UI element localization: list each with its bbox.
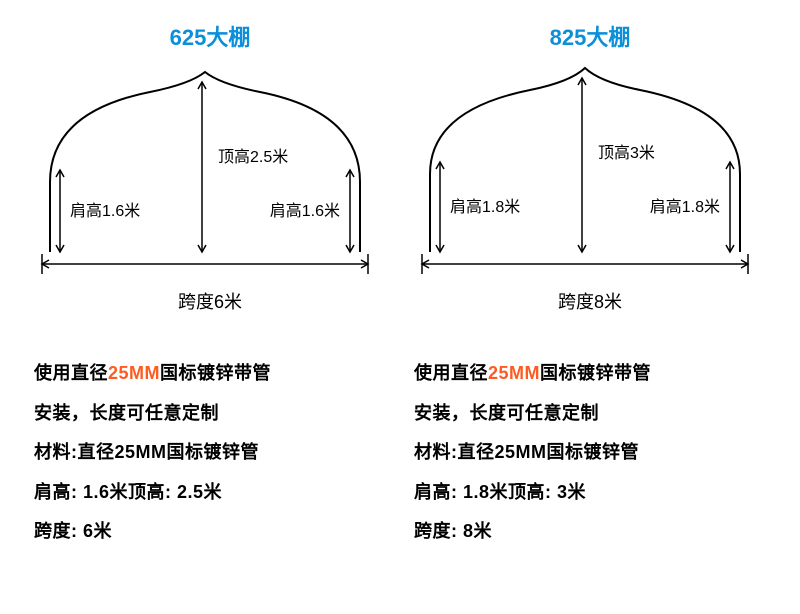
desc-line-1: 使用直径25MM国标镀锌带管 bbox=[414, 354, 770, 394]
left-shoulder-label: 肩高1.6米 bbox=[70, 202, 140, 220]
span-arrow bbox=[42, 254, 368, 274]
greenhouse-825-outline bbox=[430, 68, 740, 252]
greenhouse-625-description: 使用直径25MM国标镀锌带管 安装，长度可任意定制 材料:直径25MM国标镀锌管… bbox=[30, 354, 390, 552]
desc-line-5: 跨度: 8米 bbox=[414, 512, 770, 552]
greenhouse-825-column: 825大棚 顶高3米 肩高1.8米 肩高1.8米 bbox=[410, 20, 770, 552]
desc-text: 国标镀锌带管 bbox=[540, 363, 651, 383]
greenhouse-825-diagram: 顶高3米 肩高1.8米 肩高1.8米 跨度8米 bbox=[410, 62, 770, 314]
desc-text: 使用直径 bbox=[34, 363, 108, 383]
desc-line-4: 肩高: 1.8米顶高: 3米 bbox=[414, 473, 770, 513]
center-height-arrow bbox=[198, 82, 206, 252]
desc-text: 使用直径 bbox=[414, 363, 488, 383]
greenhouse-625-diagram: 顶高2.5米 肩高1.6米 肩高1.6米 跨度6米 bbox=[30, 62, 390, 314]
center-height-arrow bbox=[578, 78, 586, 252]
span-label-825: 跨度8米 bbox=[410, 288, 770, 314]
center-height-label: 顶高2.5米 bbox=[218, 148, 288, 166]
greenhouse-825-description: 使用直径25MM国标镀锌带管 安装，长度可任意定制 材料:直径25MM国标镀锌管… bbox=[410, 354, 770, 552]
greenhouse-625-title: 625大棚 bbox=[170, 20, 251, 52]
desc-text: 国标镀锌带管 bbox=[160, 363, 271, 383]
desc-line-1: 使用直径25MM国标镀锌带管 bbox=[34, 354, 390, 394]
right-shoulder-arrow bbox=[726, 162, 734, 252]
desc-line-3: 材料:直径25MM国标镀锌管 bbox=[414, 433, 770, 473]
left-shoulder-label: 肩高1.8米 bbox=[450, 198, 520, 216]
desc-line-2: 安装，长度可任意定制 bbox=[414, 394, 770, 434]
right-shoulder-arrow bbox=[346, 170, 354, 252]
desc-line-5: 跨度: 6米 bbox=[34, 512, 390, 552]
main-container: 625大棚 顶高2.5米 肩高1.6米 肩高1.6米 bbox=[0, 0, 800, 552]
greenhouse-625-outline bbox=[50, 72, 360, 252]
desc-line-2: 安装，长度可任意定制 bbox=[34, 394, 390, 434]
center-height-label: 顶高3米 bbox=[598, 144, 655, 162]
greenhouse-825-svg: 顶高3米 肩高1.8米 肩高1.8米 bbox=[410, 62, 760, 282]
span-label-625: 跨度6米 bbox=[30, 288, 390, 314]
desc-line-4: 肩高: 1.6米顶高: 2.5米 bbox=[34, 473, 390, 513]
greenhouse-625-column: 625大棚 顶高2.5米 肩高1.6米 肩高1.6米 bbox=[30, 20, 390, 552]
desc-highlight: 25MM bbox=[488, 363, 540, 383]
desc-line-3: 材料:直径25MM国标镀锌管 bbox=[34, 433, 390, 473]
desc-highlight: 25MM bbox=[108, 363, 160, 383]
span-arrow bbox=[422, 254, 748, 274]
left-shoulder-arrow bbox=[56, 170, 64, 252]
left-shoulder-arrow bbox=[436, 162, 444, 252]
right-shoulder-label: 肩高1.6米 bbox=[270, 202, 340, 220]
greenhouse-625-svg: 顶高2.5米 肩高1.6米 肩高1.6米 bbox=[30, 62, 380, 282]
greenhouse-825-title: 825大棚 bbox=[550, 20, 631, 52]
right-shoulder-label: 肩高1.8米 bbox=[650, 198, 720, 216]
